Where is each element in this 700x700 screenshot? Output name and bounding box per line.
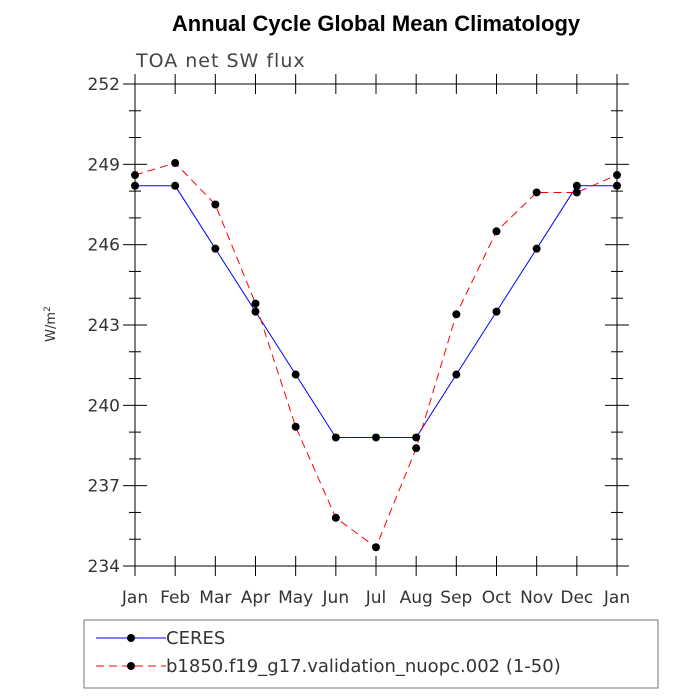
legend-label-1: b1850.f19_g17.validation_nuopc.002 (1-50… [166, 656, 561, 677]
chart-subtitle: TOA net SW flux [135, 50, 306, 72]
y-tick-label: 249 [88, 155, 120, 175]
series-line-0 [135, 185, 617, 438]
x-tick-label: Jul [365, 588, 387, 608]
series-1-point [492, 227, 501, 236]
y-tick-labels: 234 237 240 243 246 249 252 [88, 75, 120, 577]
series-0-point [171, 181, 180, 190]
legend-items: CERES b1850.f19_g17.validation_nuopc.002 … [96, 628, 561, 677]
y-tick-label: 234 [88, 557, 120, 577]
series-1-point [211, 200, 220, 209]
chart-title: Annual Cycle Global Mean Climatology [172, 11, 581, 36]
x-tick-label: Dec [560, 588, 593, 608]
y-tick-label: 243 [88, 316, 120, 336]
y-tick-label: 237 [88, 477, 120, 497]
series-1-point [171, 158, 180, 167]
series-1-point [532, 188, 541, 197]
y-axis-label: W/m2 [43, 306, 59, 342]
x-tick-label: Jan [603, 588, 630, 608]
y-tick-label: 246 [88, 236, 120, 256]
x-tick-labels: Jan Feb Mar Apr May Jun Jul Aug Sep Oct Nov Dec Jan [121, 588, 630, 608]
series-0-point [291, 370, 300, 379]
y-axis-label-text: W/m [44, 312, 59, 342]
x-tick-label: Apr [241, 588, 270, 608]
series-lines [134, 162, 618, 549]
series-0-point [251, 307, 260, 316]
series-0-point [532, 244, 541, 253]
legend-marker-0 [127, 634, 135, 642]
legend-label-0: CERES [166, 628, 225, 649]
series-0-point [372, 433, 380, 442]
x-tick-label: Nov [520, 588, 553, 608]
major-ticks [123, 74, 629, 576]
series-0-point [492, 307, 501, 316]
x-tick-label: Aug [400, 588, 433, 608]
series-points [131, 158, 621, 552]
legend: CERES b1850.f19_g17.validation_nuopc.002 … [83, 619, 659, 689]
x-tick-label: Jan [121, 588, 148, 608]
x-tick-label: Feb [160, 588, 190, 608]
series-1-point [452, 310, 461, 319]
series-0-point [211, 244, 220, 253]
y-axis-label-superscript: 2 [43, 306, 53, 312]
x-tick-label: Sep [440, 588, 472, 608]
series-line-1 [134, 162, 618, 549]
series-0-point [331, 433, 340, 442]
plot-frame [134, 83, 618, 567]
legend-marker-1 [127, 662, 135, 670]
series-0-point [452, 370, 461, 379]
x-tick-label: Mar [199, 588, 231, 608]
y-tick-label: 240 [88, 396, 120, 416]
x-tick-label: Oct [482, 588, 512, 608]
series-0-point [572, 181, 581, 190]
minor-ticks [129, 110, 623, 540]
series-1-point [331, 513, 340, 522]
x-tick-label: Jun [322, 588, 350, 608]
x-tick-label: May [278, 588, 313, 608]
series-0-point [412, 433, 421, 442]
legend-box [83, 619, 659, 689]
y-tick-label: 252 [88, 75, 120, 95]
series-1-point [251, 299, 260, 308]
series-1-point [412, 444, 421, 453]
series-1-point [291, 422, 300, 431]
series-1-point [372, 543, 380, 552]
series-1-point [572, 188, 581, 197]
